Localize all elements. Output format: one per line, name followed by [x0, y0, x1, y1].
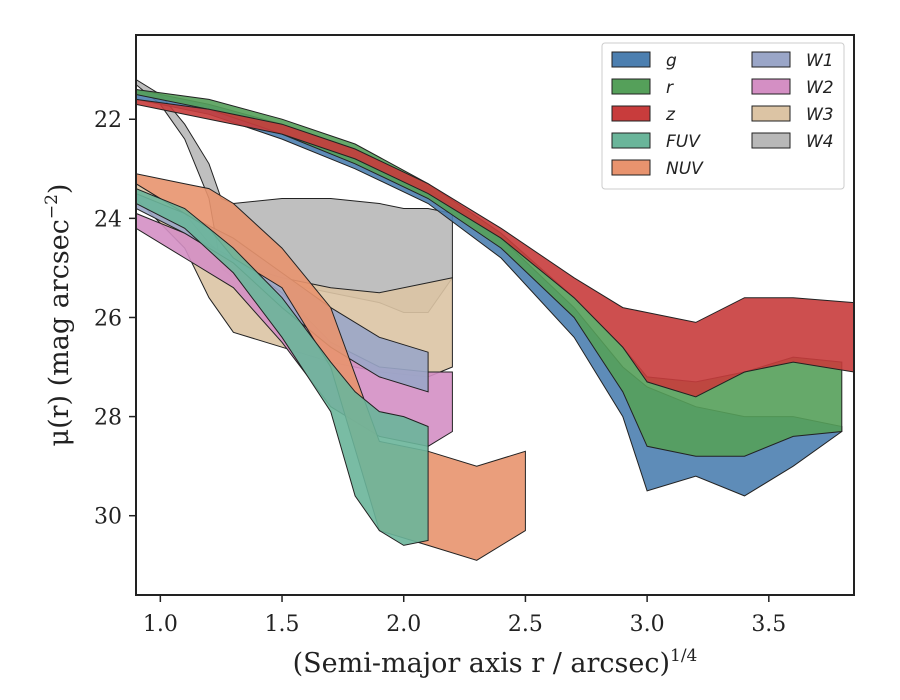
y-axis-label: μ(r) (mag arcsec−2)	[42, 184, 75, 447]
legend-label-fuv: FUV	[666, 132, 701, 152]
legend-label-w2: W2	[806, 78, 834, 98]
x-tick-label: 2.5	[508, 612, 543, 637]
x-tick-label: 3.0	[630, 612, 665, 637]
legend-swatch-g	[611, 51, 651, 68]
x-tick-label: 1.5	[265, 612, 300, 637]
legend-label-w3: W3	[806, 105, 834, 125]
series-layer	[136, 79, 854, 561]
legend-swatch-r	[611, 78, 651, 95]
legend-swatch-w4	[751, 132, 791, 149]
y-tick-label: 28	[94, 406, 122, 431]
legend-label-nuv: NUV	[666, 159, 704, 179]
band-z	[136, 98, 854, 398]
legend-label-r: r	[666, 78, 674, 98]
legend-label-g: g	[666, 51, 677, 71]
y-tick-label: 24	[94, 207, 122, 232]
x-axis: 1.0 1.5 2.0 2.5 3.0 3.5	[143, 595, 786, 637]
plot-frame	[135, 34, 855, 596]
y-tick-label: 26	[94, 306, 122, 331]
legend-swatch-w1	[751, 51, 791, 68]
y-axis-label-close: )	[44, 184, 75, 195]
y-axis-label-exponent: −2	[42, 194, 62, 219]
y-tick-label: 30	[94, 505, 122, 530]
legend-label-w1: W1	[806, 51, 834, 71]
y-tick-label: 22	[94, 108, 122, 133]
legend-swatch-nuv	[611, 159, 651, 176]
x-axis-label-exponent: 1/4	[670, 646, 697, 666]
legend-swatch-z	[611, 105, 651, 122]
legend-swatch-fuv	[611, 132, 651, 149]
y-axis: 22 24 26 28 30	[94, 108, 136, 530]
legend-label-w4: W4	[806, 132, 834, 152]
x-tick-label: 1.0	[143, 612, 178, 637]
x-tick-label: 3.5	[751, 612, 786, 637]
legend-label-z: z	[665, 105, 676, 125]
x-tick-label: 2.0	[386, 612, 421, 637]
legend-swatch-w2	[751, 78, 791, 95]
legend: grz FUV NUV W1 W2 W3 W4	[601, 42, 845, 190]
legend-swatch-w3	[751, 105, 791, 122]
band-fuv	[136, 188, 429, 546]
x-axis-label: (Semi-major axis r / arcsec)1/4	[293, 646, 698, 679]
